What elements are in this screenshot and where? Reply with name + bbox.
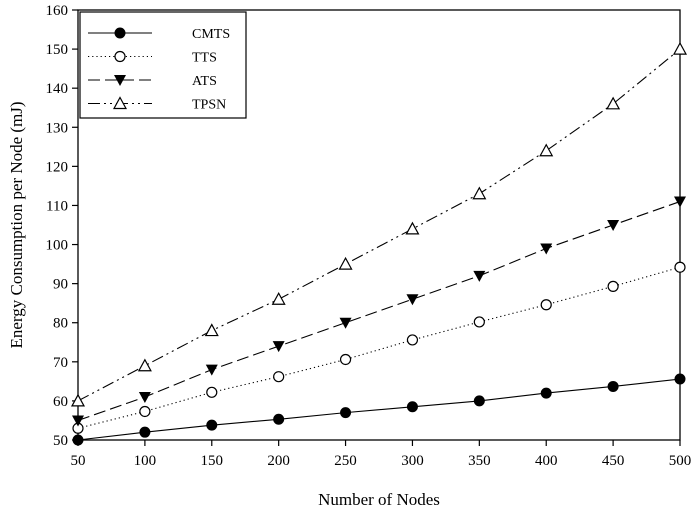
series-line [77,48,681,402]
data-point [273,413,285,425]
data-point [204,323,219,337]
data-point [406,294,419,306]
legend-label: ATS [192,74,217,89]
x-tick-label: 400 [535,453,558,469]
data-point [606,96,621,110]
data-point [540,243,553,255]
y-tick-label: 140 [46,81,69,97]
data-point [72,434,84,446]
data-point [674,373,686,385]
data-point [607,280,619,292]
data-point [607,220,620,231]
x-tick-label: 250 [334,453,357,469]
series-line [77,201,681,421]
legend: CMTS TTS ATS TPSN [79,11,247,119]
legend-label: TPSN [192,98,226,113]
data-point [674,196,686,208]
y-tick-label: 60 [53,394,68,410]
x-tick-label: 350 [468,453,491,469]
data-point [406,401,418,413]
y-tick-label: 160 [46,3,69,19]
data-point [473,395,485,407]
data-point [405,221,420,235]
data-point [539,143,554,157]
legend-marker [114,50,126,63]
data-point [137,358,152,372]
data-point [273,371,285,383]
data-point [540,299,552,311]
x-tick-label: 450 [602,453,625,469]
legend-marker [114,75,126,86]
data-point [473,270,486,282]
series-ats [72,196,686,427]
data-point [70,393,86,407]
series-tts [72,261,686,434]
y-tick-label: 150 [46,42,69,58]
legend-box [79,11,247,119]
y-axis-title: Energy Consumption per Node (mJ) [7,101,26,348]
data-point [138,392,151,403]
axis-ticks: 50 100 150 200 250 300 350 400 450 500 50 60 70 80 90 1… [46,3,692,469]
y-tick-label: 80 [53,316,68,332]
data-point [406,334,419,346]
legend-marker [112,96,128,110]
series-tpsn [70,41,688,407]
data-point [607,380,619,392]
x-tick-label: 300 [401,453,424,469]
y-tick-label: 70 [53,355,68,371]
data-point [339,317,352,329]
x-tick-label: 200 [267,453,290,469]
x-axis-title: Number of Nodes [318,490,440,509]
data-point [472,186,487,200]
series-group [70,41,688,446]
plot-frame [77,9,681,441]
legend-label: TTS [192,51,217,66]
y-tick-label: 130 [46,120,69,136]
legend-marker [114,27,126,39]
x-tick-label: 100 [134,453,157,469]
y-tick-label: 110 [46,198,68,214]
data-point [674,261,686,273]
data-point [473,316,485,328]
data-point [338,256,353,270]
data-point [272,341,285,353]
data-point [540,387,552,399]
data-point [340,407,352,419]
data-point [206,386,218,398]
data-point [205,364,218,376]
legend-label: CMTS [192,27,230,42]
data-point [139,426,151,438]
data-point [672,41,688,55]
data-point [206,419,218,431]
series-cmts [72,373,686,446]
series-line [77,266,681,429]
x-tick-label: 500 [669,453,692,469]
y-tick-label: 120 [46,159,69,175]
data-point [72,415,84,427]
x-tick-label: 150 [201,453,224,469]
y-tick-label: 100 [46,238,69,254]
y-tick-label: 90 [53,277,68,293]
data-point [271,292,286,305]
data-point [139,405,151,418]
y-tick-label: 50 [53,433,68,449]
data-point [339,353,352,366]
x-tick-label: 50 [71,453,86,469]
series-line [77,378,681,441]
